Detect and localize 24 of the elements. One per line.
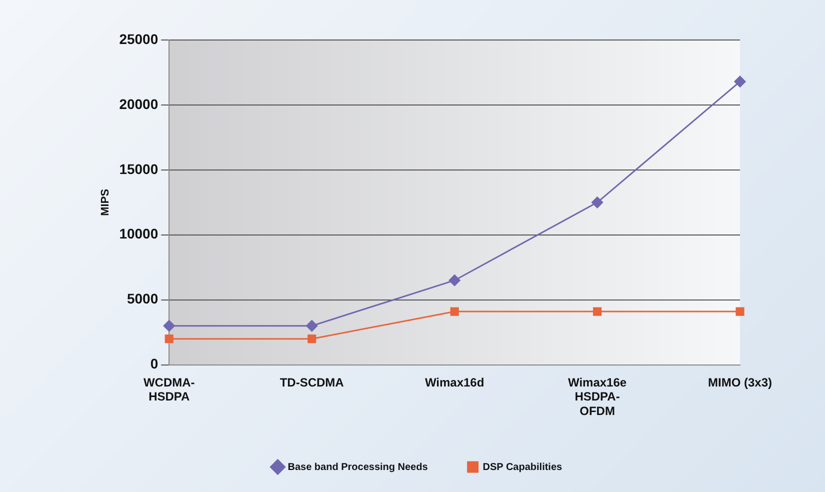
point	[164, 334, 174, 344]
y-tick-label: 20000	[119, 96, 158, 112]
y-tick-label: 0	[150, 356, 158, 372]
point	[592, 307, 602, 316]
point	[736, 307, 744, 316]
y-tick-label: 25000	[119, 30, 158, 47]
y-tick-label: 5000	[126, 290, 158, 307]
x-tick-label: Wimax16e HSDPA- OFDM	[568, 375, 627, 418]
legend-label: DSP Capabilities	[482, 462, 563, 473]
legend-label: Base band Processing Needs	[288, 462, 428, 473]
point	[308, 334, 316, 344]
point	[450, 307, 459, 316]
point	[306, 320, 318, 332]
x-tick-label: MIMO (3x3)	[708, 375, 772, 390]
point	[163, 320, 175, 332]
x-tick-label: WCDMA- HSDPA	[143, 375, 195, 404]
point	[734, 76, 746, 88]
x-tick-label: TD-SCDMA	[280, 375, 344, 390]
y-tick-label: 15000	[119, 160, 158, 177]
y-axis-title: MIPS	[100, 188, 112, 216]
point	[592, 196, 604, 208]
y-tick-label: 10000	[119, 226, 158, 242]
point	[448, 274, 460, 286]
x-tick-label: Wimax16d	[424, 375, 484, 390]
